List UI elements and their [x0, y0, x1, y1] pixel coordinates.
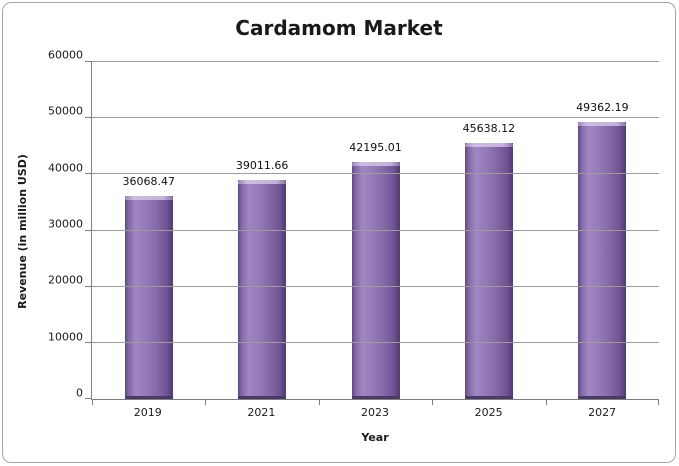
bar-slot: 36068.47	[92, 62, 205, 399]
x-axis-tick-mark	[205, 399, 207, 405]
gridline	[92, 229, 659, 231]
x-axis-tick-mark	[318, 399, 320, 405]
gridline	[92, 285, 659, 287]
plot-area: 36068.47 39011.66 42195.01 45638.12 49362.19	[85, 61, 659, 405]
gridline	[92, 341, 659, 343]
bar-value-label: 36068.47	[122, 175, 175, 189]
x-axis-tick-labels: 2019 2021 2023 2025 2027	[91, 406, 659, 422]
x-axis-tick-mark	[432, 399, 434, 405]
chart-title: Cardamom Market	[235, 16, 443, 40]
bar-value-label: 39011.66	[235, 158, 289, 172]
bar	[238, 179, 287, 400]
y-axis-tick-mark	[85, 398, 92, 399]
y-axis-tick-mark	[85, 229, 92, 231]
bar-value-label: 49362.19	[576, 100, 629, 114]
x-tick-label: 2019	[133, 406, 162, 419]
bar-slot: 45638.12	[432, 62, 545, 400]
x-tick-label: 2027	[588, 406, 617, 419]
y-axis-tick-mark	[85, 117, 92, 119]
y-axis-tick-mark	[85, 61, 92, 62]
x-axis-tick-mark	[545, 399, 547, 405]
x-tick-label: 2021	[247, 406, 276, 419]
bar-slot: 49362.19	[546, 62, 659, 400]
y-tick-label: 0	[76, 386, 83, 400]
bars-row: 36068.47 39011.66 42195.01 45638.12 49362.19	[92, 62, 659, 400]
y-tick-label: 40000	[48, 161, 83, 175]
bar	[124, 196, 173, 399]
y-axis-tick-mark	[85, 285, 92, 287]
gridline	[92, 117, 659, 119]
bar-slot: 39011.66	[205, 62, 318, 400]
y-axis-tick-labels: 0 10000 20000 30000 40000 50000 60000	[3, 49, 83, 400]
x-axis-tick-mark	[658, 399, 659, 405]
gridline	[92, 61, 659, 62]
bar-value-label: 45638.12	[462, 121, 516, 135]
y-tick-label: 60000	[48, 48, 83, 62]
bar	[578, 121, 627, 400]
y-axis-tick-mark	[85, 173, 92, 175]
gridline	[92, 173, 659, 175]
y-tick-label: 30000	[48, 217, 83, 231]
x-tick-label: 2023	[360, 406, 389, 419]
y-tick-label: 20000	[48, 273, 83, 287]
y-tick-label: 10000	[48, 330, 83, 344]
bar-slot: 42195.01	[319, 62, 432, 399]
bar	[351, 162, 400, 399]
x-axis-tick-mark	[92, 399, 93, 405]
x-tick-label: 2025	[474, 406, 503, 419]
bar	[464, 142, 513, 400]
y-tick-label: 50000	[48, 104, 83, 118]
y-axis-tick-mark	[85, 341, 92, 343]
x-axis-title: Year	[361, 431, 389, 444]
bar-value-label: 42195.01	[349, 141, 402, 155]
